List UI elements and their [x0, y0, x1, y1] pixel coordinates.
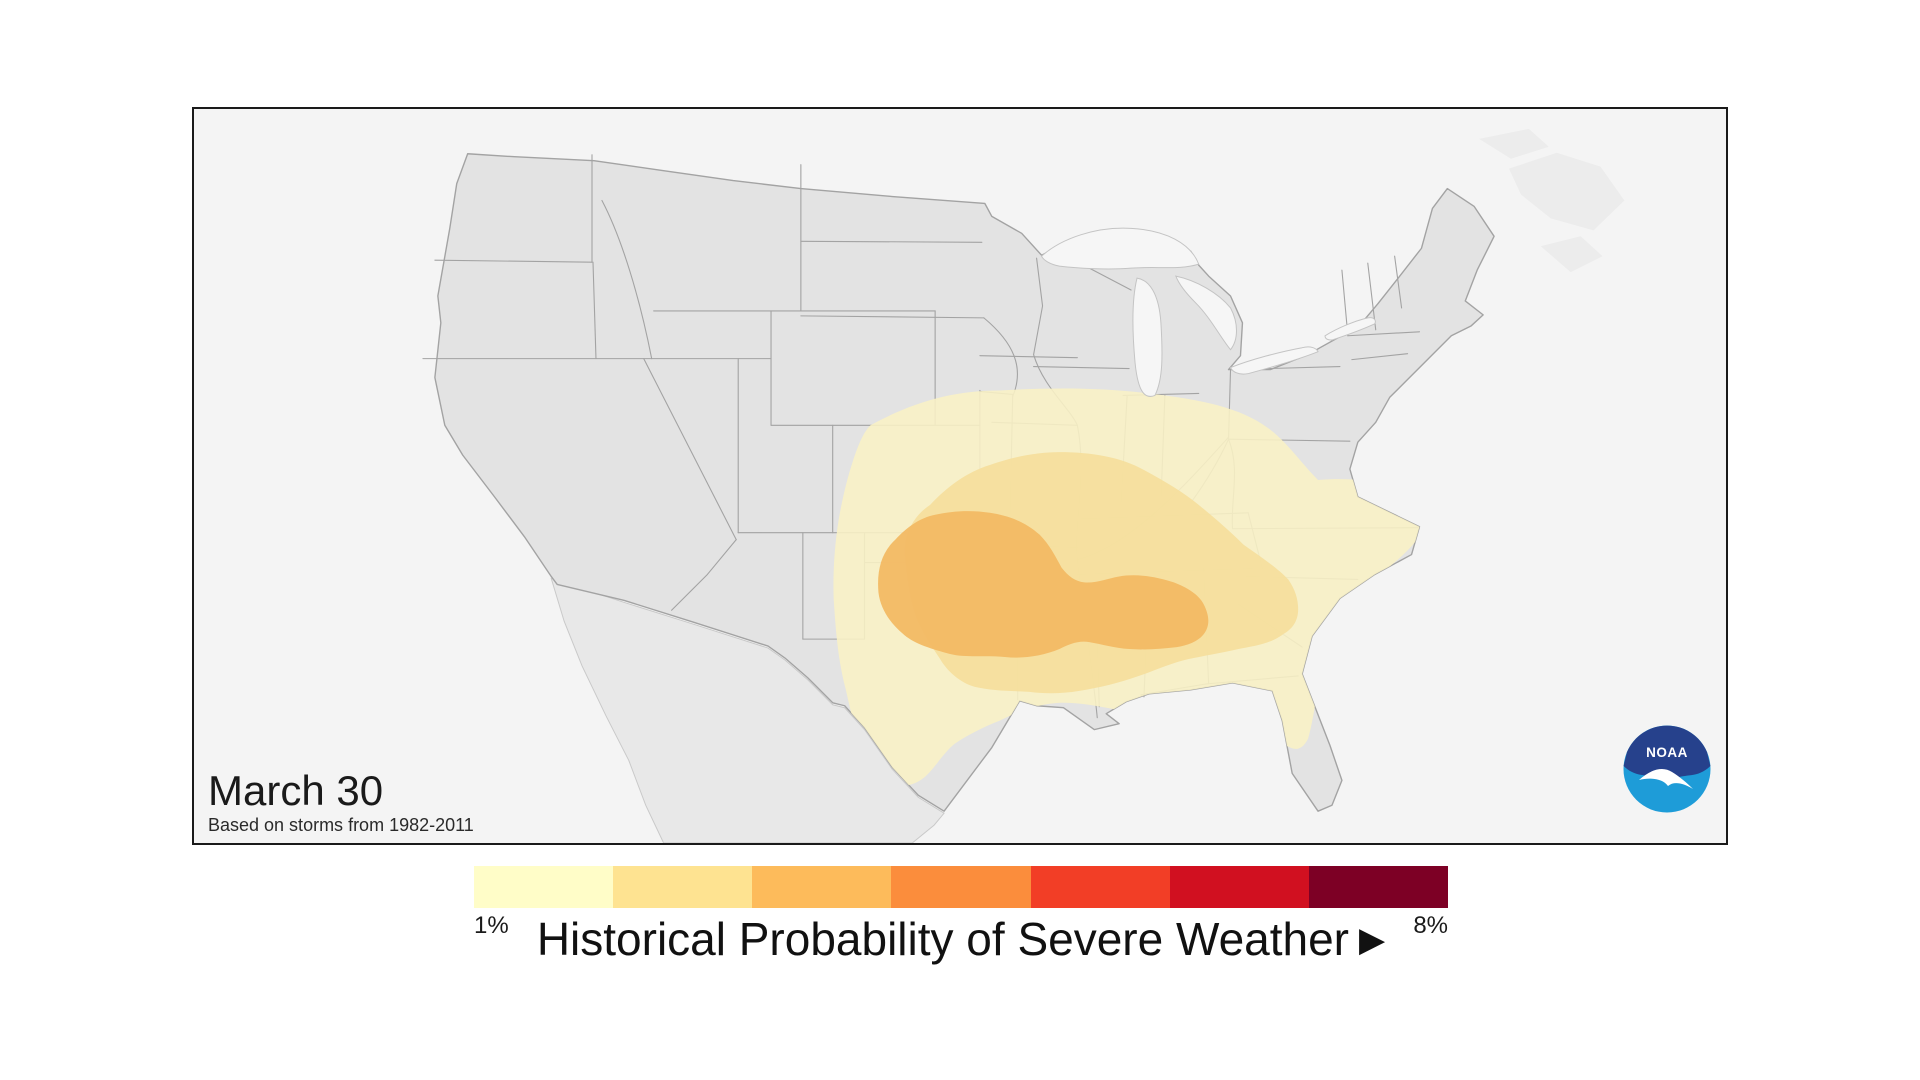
- lake-superior: [1040, 227, 1200, 270]
- legend-labels: 1% 8%: [474, 908, 1448, 939]
- legend-color-segment: [752, 866, 892, 908]
- legend-color-segment: [891, 866, 1031, 908]
- play-arrow-icon[interactable]: ▶: [1359, 921, 1386, 959]
- legend-title-text: Historical Probability of Severe Weather: [536, 913, 1349, 965]
- noaa-logo: NOAA: [1623, 725, 1711, 813]
- lake-huron: [1175, 275, 1237, 351]
- great-lakes: [1040, 227, 1376, 397]
- us-probability-map: [196, 109, 1724, 843]
- probability-contours: [833, 388, 1429, 786]
- legend-color-bar: [474, 866, 1448, 908]
- legend-color-segment: [1169, 866, 1309, 908]
- mexico-landmass: [550, 577, 945, 843]
- severe-weather-map-panel: March 30 Based on storms from 1982-2011 …: [192, 107, 1728, 845]
- legend-min-label: 1%: [474, 912, 509, 939]
- contour-inner-3pct: [878, 511, 1209, 658]
- lake-michigan: [1132, 277, 1163, 397]
- legend-color-segment: [1030, 866, 1170, 908]
- noaa-logo-fan: [1623, 725, 1711, 779]
- legend-color-segment: [1308, 866, 1448, 908]
- canada-landmass: [1479, 128, 1625, 273]
- date-block: March 30 Based on storms from 1982-2011: [208, 769, 474, 837]
- legend-color-segment: [613, 866, 753, 908]
- legend: 1% 8%: [474, 866, 1448, 939]
- legend-title: Historical Probability of Severe Weather…: [474, 912, 1448, 966]
- lake-erie: [1229, 346, 1319, 375]
- date-label: March 30: [208, 767, 384, 815]
- date-subtitle: Based on storms from 1982-2011: [208, 815, 474, 836]
- noaa-logo-text: NOAA: [1646, 745, 1688, 760]
- noaa-logo-gull: [1639, 768, 1693, 789]
- legend-max-label: 8%: [1413, 912, 1448, 939]
- legend-color-segment: [474, 866, 614, 908]
- lake-ontario: [1324, 317, 1376, 341]
